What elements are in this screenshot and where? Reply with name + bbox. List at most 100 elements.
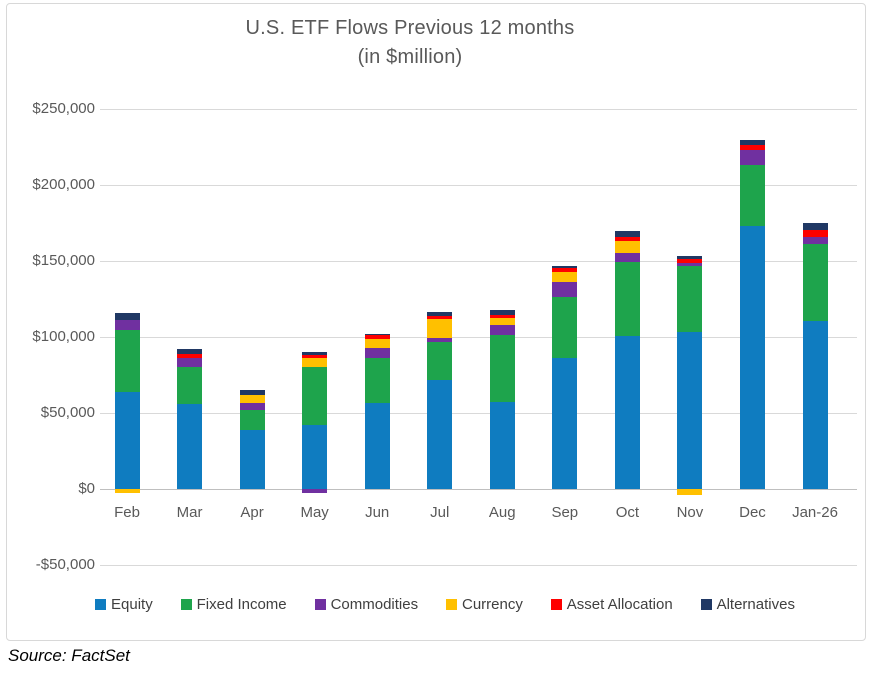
legend-item: Equity xyxy=(95,596,153,613)
legend-label: Commodities xyxy=(330,596,419,613)
legend-swatch-icon xyxy=(95,599,106,610)
bar-segment-equity xyxy=(427,379,453,489)
x-tick-label: Sep xyxy=(551,504,579,521)
bar-segment-asset-allocation xyxy=(614,236,640,241)
bar-segment-asset-allocation xyxy=(802,229,828,237)
chart-title: U.S. ETF Flows Previous 12 months (in $m… xyxy=(0,14,820,72)
bar-segment-equity xyxy=(114,392,140,489)
bar-segment-currency xyxy=(552,272,578,282)
legend-label: Alternatives xyxy=(716,596,795,613)
bar-segment-fixed-income xyxy=(427,342,453,380)
bar-segment-commodities xyxy=(302,489,328,493)
legend-swatch-icon xyxy=(314,599,326,610)
legend-swatch-icon xyxy=(446,599,457,610)
bar-segment-fixed-income xyxy=(364,358,390,404)
bar-segment-fixed-income xyxy=(302,366,328,426)
bar-segment-currency xyxy=(677,489,703,496)
legend-label: Currency xyxy=(462,596,523,613)
bar-segment-fixed-income xyxy=(114,330,140,393)
bar-segment-commodities xyxy=(802,236,828,244)
bar-segment-asset-allocation xyxy=(364,335,390,339)
bar-segment-fixed-income xyxy=(739,165,765,227)
bar-segment-currency xyxy=(364,338,390,349)
chart-title-line1: U.S. ETF Flows Previous 12 months xyxy=(245,17,575,39)
legend-swatch-icon xyxy=(700,599,712,610)
bar-segment-fixed-income xyxy=(677,265,703,333)
bar-segment-currency xyxy=(427,319,453,339)
chart-title-line2: (in $million) xyxy=(357,46,463,68)
y-tick-label: $100,000 xyxy=(32,328,95,345)
bar-segment-commodities xyxy=(552,281,578,297)
gridline xyxy=(100,184,857,186)
bar-segment-currency xyxy=(114,489,140,493)
bar-segment-commodities xyxy=(739,150,765,166)
x-tick-label: Jul xyxy=(430,504,450,521)
bar-segment-fixed-income xyxy=(614,261,640,337)
x-tick-label: Apr xyxy=(240,504,264,521)
y-tick-label: -$50,000 xyxy=(35,556,95,573)
bar-segment-commodities xyxy=(614,252,640,262)
bar-segment-currency xyxy=(239,395,265,404)
y-tick-label: $200,000 xyxy=(32,176,95,193)
bar-segment-equity xyxy=(739,226,765,489)
bar-segment-equity xyxy=(364,403,390,489)
bar-segment-equity xyxy=(177,403,203,489)
x-tick-label: Aug xyxy=(488,504,516,521)
bar-segment-alternatives xyxy=(302,352,328,355)
x-axis-line xyxy=(100,488,857,490)
legend: Equity Fixed Income Commodities Currency Ass… xyxy=(95,596,795,613)
legend-item: Commodities xyxy=(314,596,419,613)
bar-segment-commodities xyxy=(114,319,140,331)
bar-segment-alternatives xyxy=(739,140,765,146)
bar-segment-equity xyxy=(614,336,640,489)
bar-segment-asset-allocation xyxy=(677,259,703,263)
bar-segment-asset-allocation xyxy=(552,268,578,273)
bar-segment-fixed-income xyxy=(489,334,515,403)
gridline xyxy=(100,336,857,338)
bar-segment-alternatives xyxy=(364,333,390,336)
legend-swatch-icon xyxy=(550,599,562,610)
bar-segment-fixed-income xyxy=(177,367,203,404)
bar-segment-alternatives xyxy=(114,312,140,320)
bar-segment-commodities xyxy=(239,403,265,410)
legend-label: Equity xyxy=(111,596,153,613)
source-caption: Source: FactSet xyxy=(8,646,130,665)
legend-swatch-icon xyxy=(180,599,192,610)
legend-label: Asset Allocation xyxy=(566,596,673,613)
bar-segment-commodities xyxy=(364,348,390,359)
bar-segment-fixed-income xyxy=(239,409,265,430)
x-tick-label: Dec xyxy=(739,504,766,521)
bar-segment-alternatives xyxy=(177,349,203,355)
y-tick-label: $150,000 xyxy=(32,252,95,269)
bar-segment-fixed-income xyxy=(552,296,578,358)
bar-segment-equity xyxy=(489,402,515,489)
gridline xyxy=(100,564,857,566)
bar-segment-alternatives xyxy=(677,256,703,260)
gridline xyxy=(100,260,857,262)
x-tick-label: Jan-26 xyxy=(792,504,838,521)
gridline xyxy=(100,108,857,110)
bar-segment-asset-allocation xyxy=(739,145,765,151)
x-tick-label: Feb xyxy=(114,504,140,521)
x-tick-label: Nov xyxy=(676,504,704,521)
bar-segment-equity xyxy=(552,357,578,489)
legend-item: Fixed Income xyxy=(180,596,287,613)
y-tick-label: $250,000 xyxy=(32,100,95,117)
bar-segment-alternatives xyxy=(552,266,578,269)
bar-segment-equity xyxy=(802,321,828,489)
y-tick-label: $0 xyxy=(78,480,95,497)
bar-segment-asset-allocation xyxy=(302,354,328,358)
x-tick-label: Jun xyxy=(365,504,390,521)
legend-item: Alternatives xyxy=(700,596,795,613)
bar-segment-equity xyxy=(239,429,265,489)
x-tick-label: Mar xyxy=(176,504,203,521)
bar-segment-asset-allocation xyxy=(177,354,203,359)
bar-segment-commodities xyxy=(177,358,203,368)
bar-segment-commodities xyxy=(427,338,453,343)
y-tick-label: $50,000 xyxy=(40,404,95,421)
bar-segment-asset-allocation xyxy=(427,316,453,320)
bar-segment-currency xyxy=(489,317,515,325)
legend-item: Currency xyxy=(446,596,523,613)
gridline xyxy=(100,412,857,414)
